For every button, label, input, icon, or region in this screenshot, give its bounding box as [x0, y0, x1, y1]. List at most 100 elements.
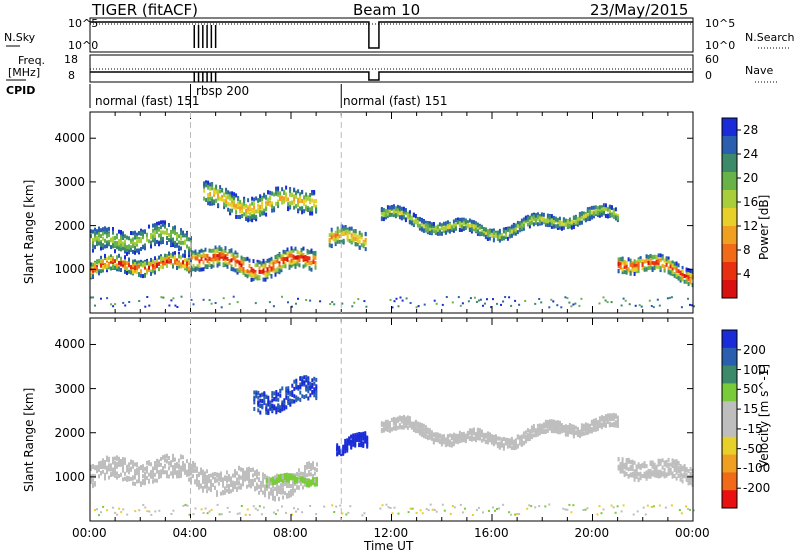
- echo-cell: [550, 423, 553, 428]
- echo-cell: [261, 392, 264, 397]
- echo-cell: [158, 473, 160, 477]
- echo-cell: [309, 482, 312, 487]
- echo-cell: [464, 438, 467, 443]
- echo-cell: [522, 434, 525, 439]
- echo-cell: [274, 255, 277, 259]
- y-tick-label: 4000: [54, 131, 85, 146]
- echo-cell: [150, 240, 152, 245]
- echo-cell: [172, 458, 174, 463]
- echo-cell: [442, 437, 445, 442]
- echo-cell: [265, 212, 268, 217]
- echo-cell: [164, 261, 166, 266]
- echo-cell: [313, 393, 316, 398]
- echo-cell: [490, 440, 493, 445]
- echo-cell: [598, 211, 601, 216]
- echo-cell: [118, 246, 120, 251]
- echo-cell: [293, 379, 296, 384]
- echo-cell: [312, 260, 315, 264]
- echo-cell: [536, 428, 539, 433]
- echo-cell: [430, 432, 433, 437]
- noise-cell: [248, 513, 251, 516]
- echo-cell: [176, 243, 178, 248]
- echo-cell: [130, 248, 132, 253]
- echo-cell: [210, 473, 212, 478]
- echo-cell: [299, 197, 302, 202]
- echo-cell: [382, 213, 385, 218]
- echo-cell: [144, 243, 146, 248]
- echo-cell: [406, 212, 409, 217]
- echo-cell: [424, 429, 427, 434]
- echo-cell: [506, 440, 509, 444]
- echo-cell: [610, 205, 613, 210]
- echo-cell: [689, 273, 692, 277]
- echo-cell: [572, 432, 575, 437]
- noise-cell: [582, 509, 585, 511]
- echo-cell: [206, 480, 208, 485]
- echo-cell: [315, 199, 318, 203]
- echo-cell: [196, 482, 198, 487]
- echo-cell: [292, 482, 294, 487]
- noise-cell: [568, 301, 571, 304]
- echo-cell: [570, 223, 573, 228]
- echo-cell: [124, 460, 126, 465]
- noise-cell: [274, 513, 277, 515]
- echo-cell: [278, 490, 280, 494]
- echo-cell: [214, 472, 216, 476]
- echo-cell: [350, 434, 353, 439]
- noise-cell: [333, 511, 336, 513]
- echo-cell: [126, 464, 128, 469]
- echo-cell: [102, 259, 104, 264]
- power-colorbar-swatch: [722, 172, 737, 191]
- echo-cell: [102, 268, 104, 273]
- noise-cell: [244, 513, 247, 516]
- echo-cell: [257, 208, 260, 212]
- echo-cell: [301, 382, 304, 387]
- echo-cell: [207, 193, 210, 198]
- echo-cell: [246, 256, 249, 261]
- echo-cell: [255, 196, 258, 201]
- echo-cell: [446, 435, 449, 440]
- echo-cell: [273, 479, 276, 484]
- echo-cell: [285, 472, 288, 477]
- echo-cell: [564, 432, 567, 437]
- echo-cell: [673, 468, 676, 472]
- noise-cell: [228, 303, 231, 305]
- echo-cell: [679, 278, 682, 283]
- echo-cell: [152, 479, 154, 484]
- echo-cell: [558, 219, 561, 224]
- noise-cell: [146, 296, 149, 298]
- echo-cell: [466, 220, 469, 225]
- echo-cell: [282, 481, 284, 486]
- echo-cell: [154, 270, 156, 275]
- echo-cell: [166, 257, 168, 262]
- noise-cell: [331, 504, 334, 507]
- echo-cell: [428, 223, 431, 228]
- echo-cell: [532, 215, 535, 220]
- echo-cell: [134, 242, 136, 246]
- echo-cell: [440, 442, 443, 447]
- echo-cell: [256, 469, 258, 474]
- echo-cell: [305, 195, 308, 200]
- echo-cell: [336, 443, 339, 448]
- echo-cell: [398, 423, 401, 428]
- echo-cell: [126, 235, 128, 240]
- echo-cell: [275, 396, 278, 401]
- echo-cell: [126, 271, 128, 275]
- echo-cell: [568, 430, 571, 435]
- echo-cell: [328, 238, 331, 243]
- echo-cell: [550, 428, 553, 433]
- echo-cell: [522, 217, 525, 222]
- echo-cell: [116, 475, 118, 480]
- noise-cell: [100, 297, 102, 300]
- echo-cell: [364, 439, 367, 444]
- noise-cell: [206, 512, 209, 515]
- echo-cell: [202, 488, 204, 493]
- echo-cell: [168, 223, 170, 227]
- echo-cell: [292, 479, 294, 484]
- echo-cell: [213, 199, 216, 204]
- echo-cell: [92, 238, 94, 242]
- echo-cell: [498, 228, 501, 233]
- echo-cell: [134, 250, 136, 255]
- echo-cell: [667, 462, 670, 467]
- echo-cell: [354, 229, 357, 233]
